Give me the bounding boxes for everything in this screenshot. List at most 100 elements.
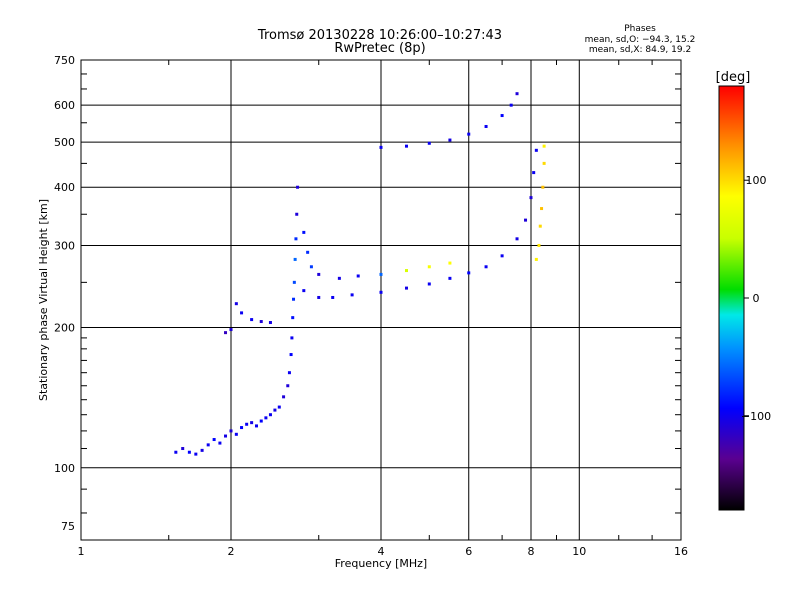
- echo-point: [273, 408, 277, 412]
- echo-points: [174, 92, 546, 456]
- echo-point: [250, 318, 254, 322]
- echo-point: [302, 230, 306, 234]
- echo-point: [509, 103, 513, 107]
- echo-point: [467, 271, 471, 275]
- echo-point: [234, 302, 238, 306]
- echo-point: [293, 257, 297, 261]
- echo-point: [379, 145, 383, 149]
- y-tick-labels: 750 600 500 400 300 200 100 75: [54, 54, 75, 533]
- x-tick-label: 4: [378, 545, 385, 558]
- echo-point: [206, 443, 210, 447]
- echo-point: [540, 207, 544, 211]
- colorbar-tick-label: −100: [741, 410, 771, 423]
- echo-point: [542, 144, 546, 148]
- echo-point: [229, 429, 233, 433]
- echo-point: [331, 295, 335, 299]
- echo-point: [259, 419, 263, 423]
- y-tick-label: 750: [54, 54, 75, 67]
- x-tick-label: 6: [465, 545, 472, 558]
- echo-point: [245, 422, 249, 426]
- echo-point: [537, 243, 541, 247]
- echo-point: [289, 353, 293, 357]
- x-tick-label: 2: [228, 545, 235, 558]
- y-tick-label: 400: [54, 181, 75, 194]
- echo-point: [292, 297, 296, 301]
- echo-point: [515, 237, 519, 241]
- echo-point: [268, 321, 272, 325]
- echo-point: [286, 384, 290, 388]
- echo-point: [240, 426, 244, 430]
- echo-point: [212, 438, 216, 442]
- colorbar-tick-label: 0: [753, 292, 760, 305]
- echo-point: [404, 269, 408, 273]
- axis-ticks: [81, 60, 681, 540]
- echo-point: [379, 290, 383, 294]
- echo-point: [484, 265, 488, 269]
- echo-point: [541, 185, 545, 189]
- echo-point: [534, 257, 538, 261]
- echo-point: [538, 224, 542, 228]
- echo-point: [296, 185, 300, 189]
- x-tick-label: 8: [528, 545, 535, 558]
- x-axis-label: Frequency [MHz]: [335, 557, 427, 570]
- colorbar-ticks: 100 0 −100: [741, 174, 771, 423]
- colorbar-tick-label: 100: [746, 174, 767, 187]
- echo-point: [529, 196, 533, 200]
- echo-point: [194, 452, 198, 456]
- x-tick-label: 1: [78, 545, 85, 558]
- echo-point: [302, 289, 306, 293]
- echo-point: [448, 276, 452, 280]
- echo-point: [254, 424, 258, 428]
- y-tick-label: 600: [54, 99, 75, 112]
- echo-point: [268, 413, 272, 417]
- echo-point: [294, 237, 298, 241]
- echo-point: [448, 138, 452, 142]
- echo-point: [290, 336, 294, 340]
- echo-point: [484, 124, 488, 128]
- x-tick-labels: 1 2 4 6 8 10 16: [78, 545, 689, 558]
- echo-point: [282, 395, 286, 399]
- echo-point: [542, 161, 546, 165]
- echo-point: [350, 293, 354, 297]
- echo-point: [467, 132, 471, 136]
- chart-title: Tromsø 20130228 10:26:00–10:27:43: [257, 28, 502, 43]
- echo-point: [181, 447, 185, 451]
- echo-point: [277, 405, 281, 409]
- y-tick-label: 75: [61, 520, 75, 533]
- chart-subtitle: RwPretec (8p): [334, 41, 425, 56]
- echo-point: [524, 218, 528, 222]
- echo-point: [306, 250, 310, 254]
- echo-point: [500, 114, 504, 118]
- echo-point: [292, 280, 296, 284]
- echo-point: [404, 286, 408, 290]
- x-tick-label: 10: [572, 545, 586, 558]
- echo-point: [234, 432, 238, 436]
- echo-point: [218, 441, 222, 445]
- echo-point: [356, 274, 360, 278]
- echo-point: [427, 141, 431, 145]
- phases-o-line: mean, sd,O: −94.3, 15.2: [585, 35, 696, 45]
- echo-point: [515, 92, 519, 96]
- echo-point: [404, 144, 408, 148]
- echo-point: [250, 421, 254, 425]
- y-tick-label: 300: [54, 239, 75, 252]
- echo-point: [259, 320, 263, 324]
- echo-point: [174, 450, 178, 454]
- echo-point: [337, 276, 341, 280]
- phases-x-line: mean, sd,X: 84.9, 19.2: [589, 45, 691, 55]
- echo-point: [534, 148, 538, 152]
- echo-point: [317, 295, 321, 299]
- y-tick-label: 100: [54, 462, 75, 475]
- y-tick-label: 200: [54, 322, 75, 335]
- echo-point: [229, 328, 233, 332]
- echo-point: [291, 316, 295, 320]
- x-tick-label: 16: [674, 545, 688, 558]
- echo-point: [287, 371, 291, 375]
- phases-heading: Phases: [624, 24, 656, 34]
- echo-point: [224, 331, 228, 335]
- echo-point: [295, 212, 299, 216]
- echo-point: [224, 434, 228, 438]
- colorbar-label: [deg]: [716, 70, 751, 85]
- echo-point: [187, 450, 191, 454]
